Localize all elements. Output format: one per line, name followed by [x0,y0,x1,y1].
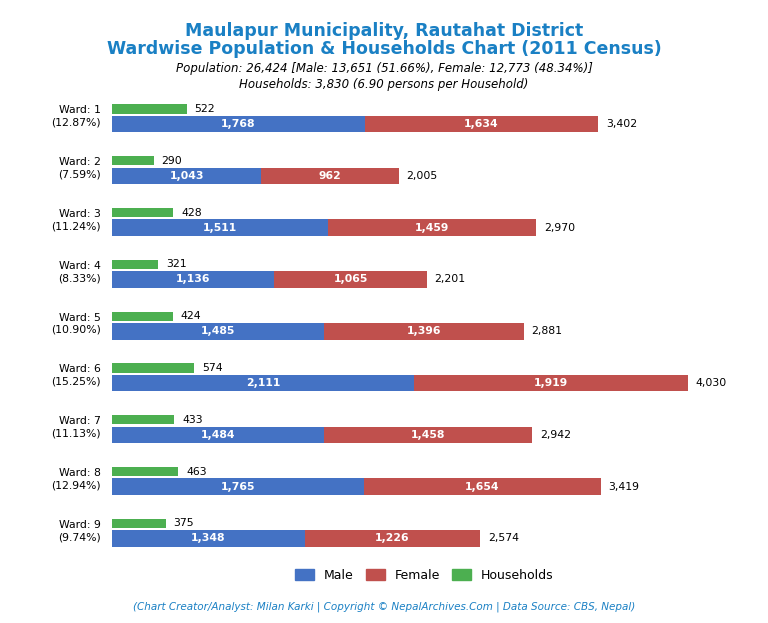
Text: 428: 428 [181,207,202,217]
Text: 290: 290 [161,156,182,166]
Text: Ward: 4
(8.33%): Ward: 4 (8.33%) [58,260,101,283]
Bar [112,519,166,528]
Text: 2,942: 2,942 [541,430,571,440]
Bar [112,312,173,321]
Bar [305,530,480,547]
Text: Ward: 5
(10.90%): Ward: 5 (10.90%) [51,313,101,335]
Bar [112,478,364,495]
Text: 2,574: 2,574 [488,533,518,543]
Text: Ward: 6
(15.25%): Ward: 6 (15.25%) [51,364,101,387]
Text: Ward: 2
(7.59%): Ward: 2 (7.59%) [58,157,101,179]
Bar [365,116,598,132]
Bar [414,375,688,391]
Bar [112,530,305,547]
Text: 1,919: 1,919 [534,378,568,388]
Bar [112,363,194,373]
Bar [112,271,274,288]
Bar [324,427,532,443]
Text: 1,765: 1,765 [221,482,256,492]
Text: 3,419: 3,419 [608,482,640,492]
Text: 1,348: 1,348 [191,533,226,543]
Bar [112,104,187,113]
Text: 2,111: 2,111 [246,378,280,388]
Text: (Chart Creator/Analyst: Milan Karki | Copyright © NepalArchives.Com | Data Sourc: (Chart Creator/Analyst: Milan Karki | Co… [133,601,635,612]
Bar [112,156,154,166]
Bar [112,375,414,391]
Text: 1,485: 1,485 [201,326,236,336]
Bar [112,168,261,184]
Text: 1,065: 1,065 [333,274,368,285]
Bar [324,323,524,340]
Text: 463: 463 [186,467,207,477]
Bar [274,271,426,288]
Text: 1,634: 1,634 [464,119,498,129]
Text: 1,136: 1,136 [176,274,210,285]
Text: Wardwise Population & Households Chart (2011 Census): Wardwise Population & Households Chart (… [107,40,661,59]
Text: 433: 433 [182,415,203,425]
Text: 2,005: 2,005 [406,171,438,181]
Text: Households: 3,830 (6.90 persons per Household): Households: 3,830 (6.90 persons per Hous… [240,78,528,91]
Text: 962: 962 [319,171,341,181]
Bar [112,467,178,476]
Text: Ward: 3
(11.24%): Ward: 3 (11.24%) [51,209,101,231]
Text: 321: 321 [166,259,187,269]
Text: 375: 375 [174,518,194,528]
Text: 1,043: 1,043 [170,171,204,181]
Bar [112,219,328,236]
Text: 574: 574 [202,363,223,373]
Text: 1,511: 1,511 [203,222,237,232]
Text: 1,654: 1,654 [465,482,500,492]
Bar [112,260,158,269]
Text: 2,881: 2,881 [531,326,563,336]
Text: 1,458: 1,458 [411,430,445,440]
Bar [328,219,536,236]
Bar [112,116,365,132]
Legend: Male, Female, Households: Male, Female, Households [290,564,559,587]
Bar [112,415,174,424]
Text: Population: 26,424 [Male: 13,651 (51.66%), Female: 12,773 (48.34%)]: Population: 26,424 [Male: 13,651 (51.66%… [176,62,592,75]
Text: 3,402: 3,402 [606,119,637,129]
Text: 1,484: 1,484 [201,430,236,440]
Text: 1,459: 1,459 [415,222,449,232]
Text: Ward: 7
(11.13%): Ward: 7 (11.13%) [51,416,101,439]
Bar [112,427,324,443]
Text: 2,970: 2,970 [545,222,575,232]
Text: 1,768: 1,768 [221,119,256,129]
Text: 424: 424 [180,312,201,321]
Text: Ward: 8
(12.94%): Ward: 8 (12.94%) [51,468,101,490]
Text: 1,396: 1,396 [407,326,442,336]
Text: Ward: 1
(12.87%): Ward: 1 (12.87%) [51,105,101,128]
Bar [112,208,174,217]
Text: 1,226: 1,226 [375,533,409,543]
Text: 522: 522 [194,104,215,114]
Bar [364,478,601,495]
Bar [261,168,399,184]
Text: 4,030: 4,030 [696,378,727,388]
Text: 2,201: 2,201 [435,274,465,285]
Bar [112,323,324,340]
Text: Ward: 9
(9.74%): Ward: 9 (9.74%) [58,520,101,542]
Text: Maulapur Municipality, Rautahat District: Maulapur Municipality, Rautahat District [185,22,583,40]
